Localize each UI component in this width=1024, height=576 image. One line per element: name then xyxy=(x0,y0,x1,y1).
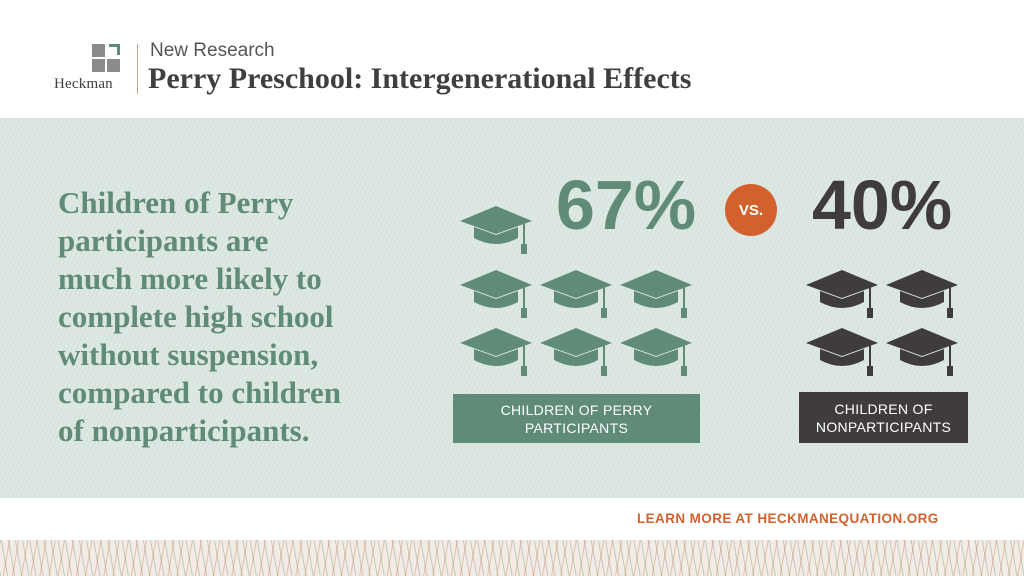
statement-line: much more likely to xyxy=(58,261,322,296)
nonparticipant-label: CHILDREN OF NONPARTICIPANTS xyxy=(799,392,968,443)
header-divider xyxy=(137,44,138,94)
logo-wordmark: Heckman xyxy=(54,76,113,92)
logo-corner-icon xyxy=(109,44,120,55)
perry-percent: 67% xyxy=(556,166,697,244)
vs-badge: VS. xyxy=(725,184,777,236)
decorative-strip xyxy=(0,540,1024,576)
header: Heckman New Research Perry Preschool: In… xyxy=(0,0,1024,118)
graduation-cap-icon xyxy=(459,327,533,377)
statement-line: participants are xyxy=(58,223,269,258)
statement-line: without suspension, xyxy=(58,337,319,372)
logo-square-icon xyxy=(107,59,120,72)
main-panel: Children of Perry participants are much … xyxy=(0,118,1024,498)
statement-line: Children of Perry xyxy=(58,185,294,220)
nonparticipant-percent: 40% xyxy=(812,166,953,244)
nonparticipant-label-line: CHILDREN OF xyxy=(834,400,933,417)
graduation-cap-icon xyxy=(805,327,879,377)
graduation-cap-icon xyxy=(539,269,613,319)
graduation-cap-icon xyxy=(885,269,959,319)
graduation-cap-icon xyxy=(619,269,693,319)
page-title: Perry Preschool: Intergenerational Effec… xyxy=(148,62,692,95)
graduation-cap-icon xyxy=(885,327,959,377)
kicker-text: New Research xyxy=(150,40,275,61)
graduation-cap-icon xyxy=(459,269,533,319)
statement-text: Children of Perry participants are much … xyxy=(58,184,428,450)
learn-more-link[interactable]: LEARN MORE AT HECKMANEQUATION.ORG xyxy=(637,511,939,526)
graduation-cap-icon xyxy=(805,269,879,319)
perry-label: CHILDREN OF PERRY PARTICIPANTS xyxy=(453,394,700,443)
heckman-logo[interactable]: Heckman xyxy=(54,44,134,100)
logo-square-icon xyxy=(92,44,105,57)
graduation-cap-icon xyxy=(619,327,693,377)
statement-line: complete high school xyxy=(58,299,334,334)
logo-square-icon xyxy=(92,59,105,72)
statement-line: of nonparticipants. xyxy=(58,413,310,448)
nonparticipant-label-line: NONPARTICIPANTS xyxy=(815,418,952,435)
statement-line: compared to children xyxy=(58,375,342,410)
graduation-cap-icon xyxy=(539,327,613,377)
graduation-cap-icon xyxy=(459,205,533,255)
